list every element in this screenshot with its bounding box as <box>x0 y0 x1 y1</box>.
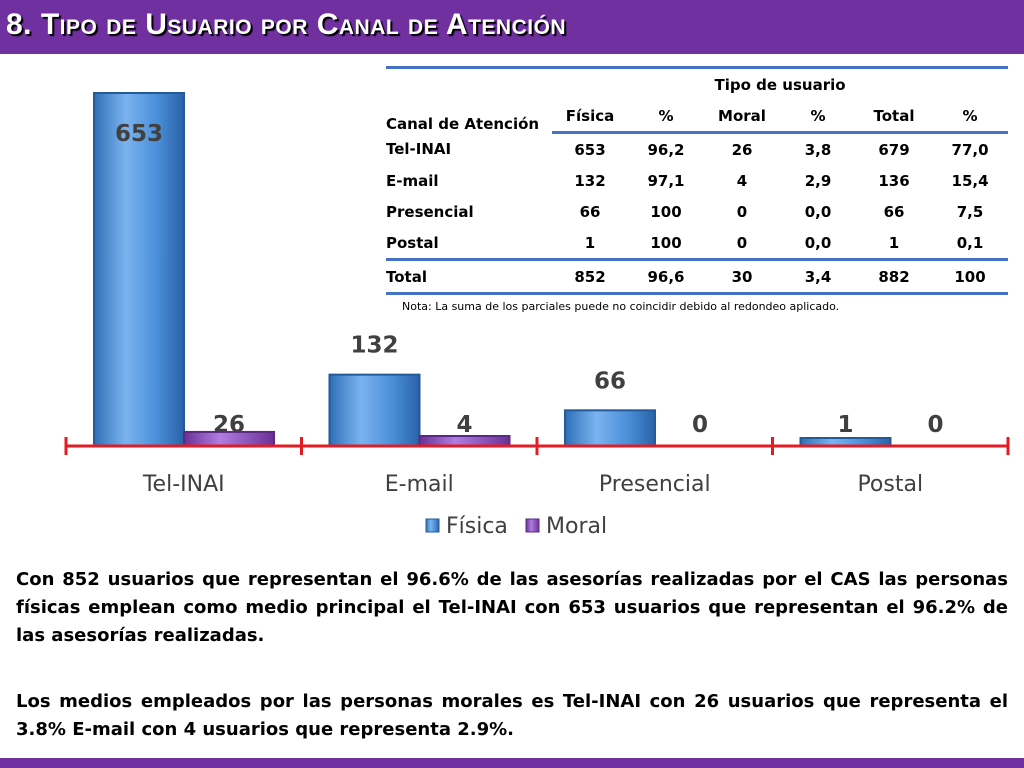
table-cell: 66 <box>579 202 601 221</box>
table-col-header: Total <box>856 100 932 134</box>
table-row-canal: Tel-INAI <box>386 139 452 158</box>
x-tick-label: Postal <box>857 472 923 497</box>
table-col-header: Física <box>552 100 628 134</box>
table-cell: 852 <box>552 258 628 295</box>
table-header-canal: Canal de Atención <box>386 66 552 133</box>
table-cell: 100 <box>650 202 682 221</box>
table-cell: 100 <box>932 258 1009 295</box>
table-cell: 100 <box>650 233 682 252</box>
table-cell: 0,0 <box>804 233 832 252</box>
table-row-canal: E-mail <box>386 171 439 190</box>
table-total-row: Total 852 96,6 30 3,4 882 100 <box>386 258 1009 295</box>
table-cell: 0,1 <box>956 233 984 252</box>
table-cell: 30 <box>704 258 780 295</box>
table-cell: 132 <box>574 171 606 190</box>
data-label: 653 <box>115 121 163 147</box>
table-cell: 882 <box>856 258 932 295</box>
x-tick-label: Presencial <box>599 472 711 497</box>
table-total-label: Total <box>386 258 552 295</box>
x-tick-label: Tel-INAI <box>142 472 225 497</box>
table-cell: 2,9 <box>804 171 832 190</box>
table-cell: 66 <box>883 202 905 221</box>
summary-paragraph: Los medios empleados por las personas mo… <box>16 691 1008 740</box>
table-row: Tel-INAI 653 96,2 26 3,8 679 77,0 <box>386 133 1008 166</box>
legend-label: Física <box>446 514 508 539</box>
legend-label: Moral <box>546 514 607 539</box>
table-row: Presencial 66 100 0 0,0 66 7,5 <box>386 196 1008 227</box>
slide-title: 8. Tipo de Usuario por Canal de Atención <box>6 8 567 41</box>
table-cell: 1 <box>888 233 900 252</box>
table-cell: 26 <box>731 140 753 159</box>
table-cell: 136 <box>878 171 910 190</box>
table-col-header: Moral <box>704 100 780 134</box>
table-cell: 3,8 <box>804 140 832 159</box>
table-cell: 679 <box>878 140 910 159</box>
bar-fisica-presencial <box>564 409 656 447</box>
table-cell: 0,0 <box>804 202 832 221</box>
table-col-header: % <box>932 100 1009 134</box>
data-label: 26 <box>213 412 245 438</box>
table-cell: 15,4 <box>951 171 989 190</box>
bottom-bar <box>0 758 1024 768</box>
x-tick-label: E-mail <box>385 472 454 497</box>
title-bar: 8. Tipo de Usuario por Canal de Atención <box>0 0 1024 54</box>
data-label: 4 <box>456 412 472 438</box>
table-cell: 96,2 <box>647 140 685 159</box>
table-row: Postal 1 100 0 0,0 1 0,1 <box>386 227 1008 260</box>
table-note: Nota: La suma de los parciales puede no … <box>402 300 840 313</box>
table-cell: 0 <box>736 202 748 221</box>
table-cell: 77,0 <box>951 140 989 159</box>
legend-swatch-moral <box>525 518 540 533</box>
table-row-canal: Presencial <box>386 202 474 221</box>
table-col-header: % <box>628 100 704 134</box>
data-label: 1 <box>837 412 853 438</box>
table-row-canal: Postal <box>386 233 439 252</box>
summary-paragraph: Con 852 usuarios que representan el 96.6… <box>16 569 1008 646</box>
table-cell: 7,5 <box>956 202 984 221</box>
table-cell: 4 <box>736 171 748 190</box>
table-cell: 0 <box>736 233 748 252</box>
data-label: 0 <box>927 412 943 438</box>
data-label: 66 <box>594 368 626 394</box>
table-col-header: % <box>780 100 856 134</box>
table-header-group: Tipo de usuario <box>552 66 1009 100</box>
data-label: 0 <box>692 412 708 438</box>
data-table: Canal de Atención Tipo de usuario Física… <box>386 66 1009 295</box>
data-label: 132 <box>350 333 398 359</box>
table-cell: 653 <box>574 140 606 159</box>
table-row: E-mail 132 97,1 4 2,9 136 15,4 <box>386 165 1008 196</box>
table-cell: 3,4 <box>780 258 856 295</box>
table-cell: 1 <box>584 233 596 252</box>
legend-swatch-fisica <box>425 518 440 533</box>
table-cell: 97,1 <box>647 171 685 190</box>
bar-fisica-e-mail <box>328 373 421 447</box>
table-cell: 96,6 <box>628 258 704 295</box>
